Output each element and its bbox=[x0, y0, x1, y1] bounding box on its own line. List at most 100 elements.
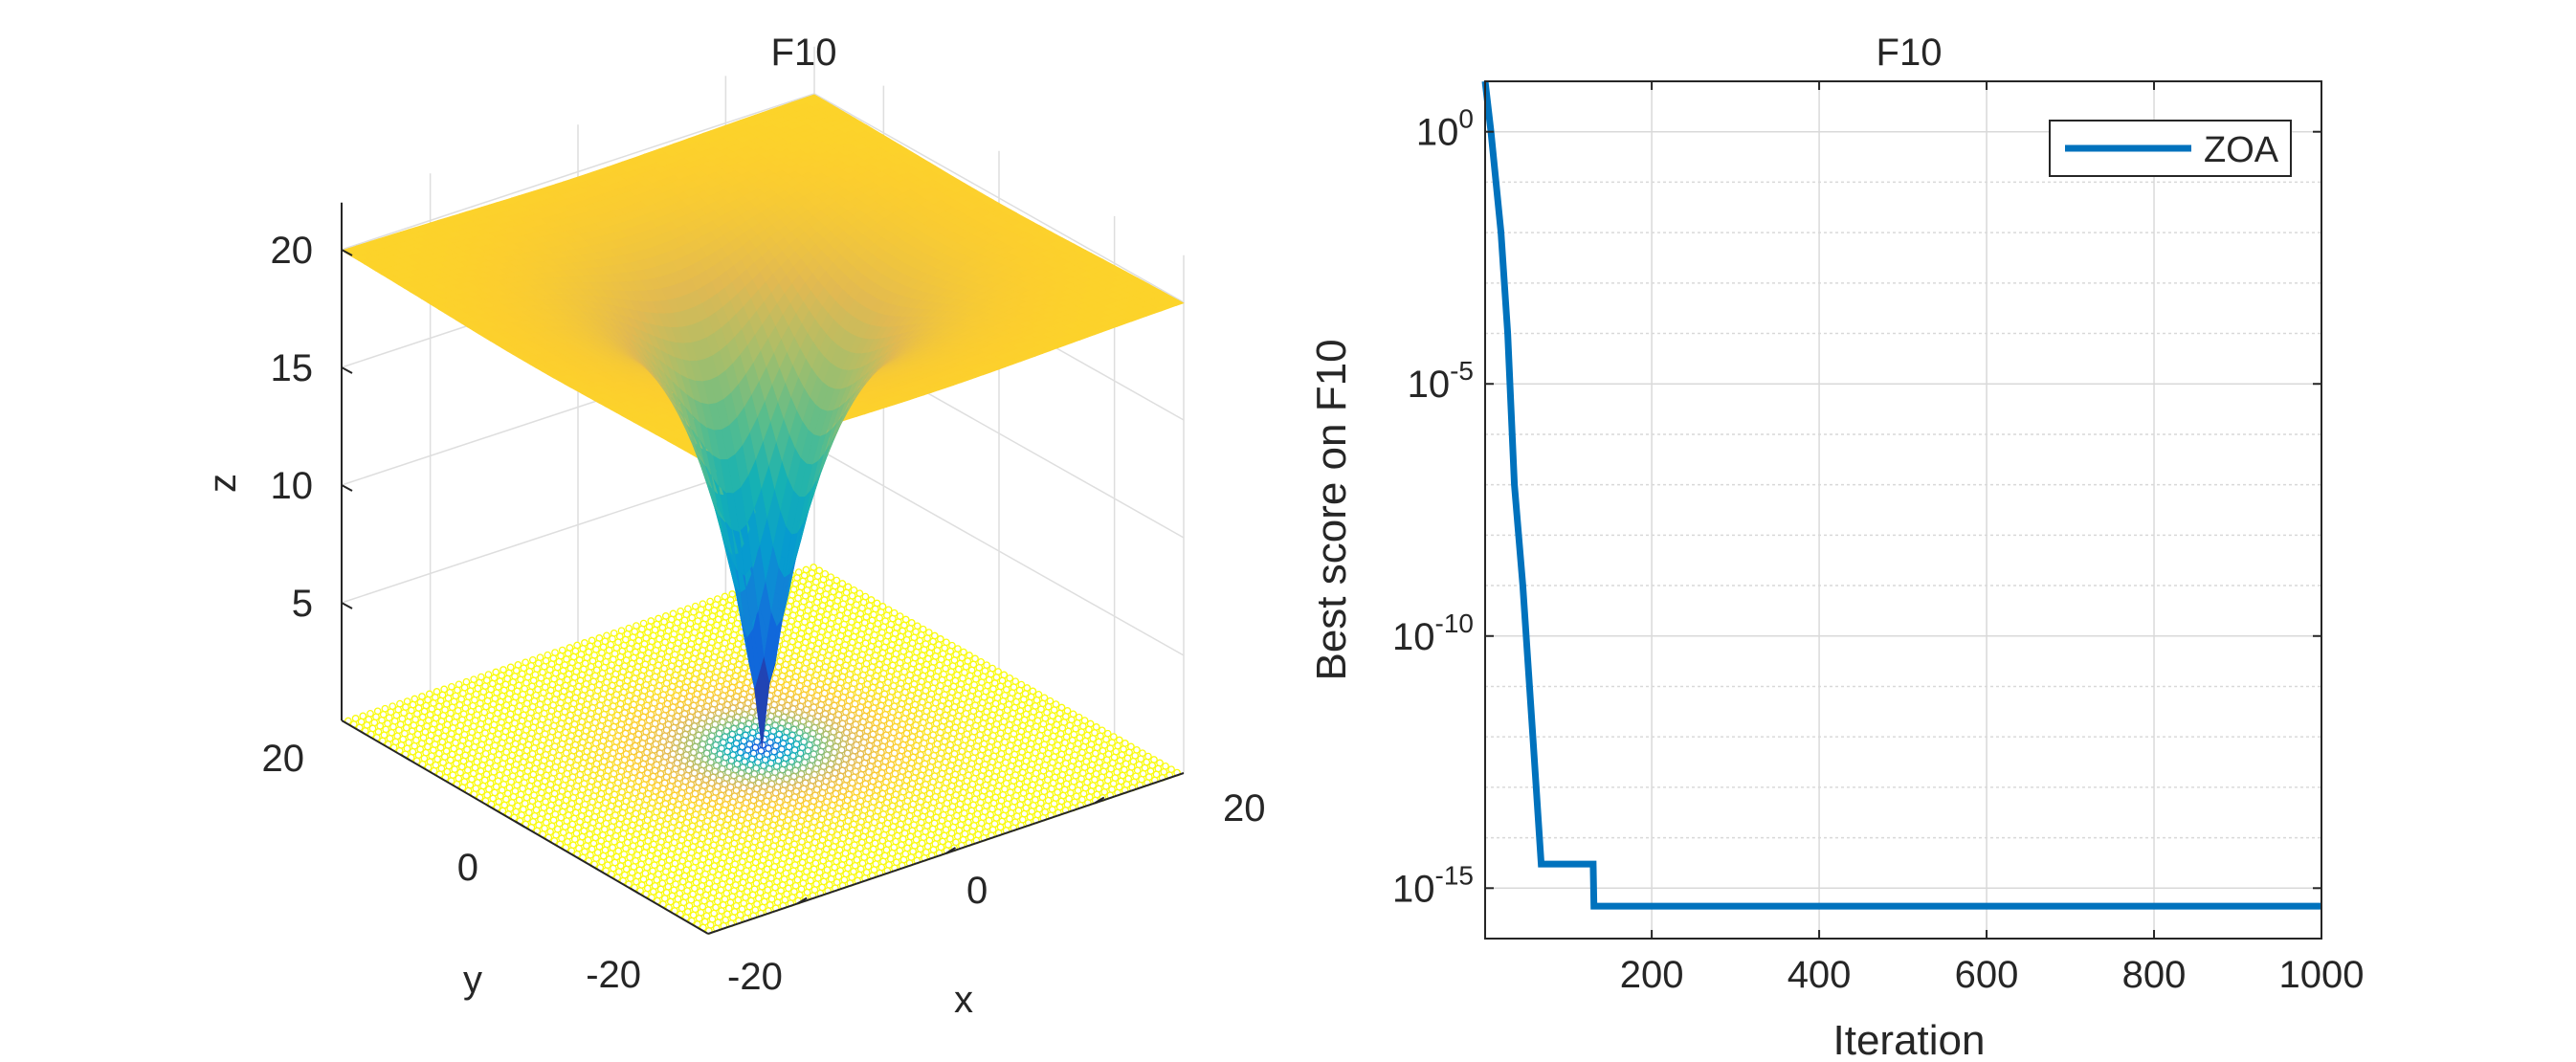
contour-mark bbox=[764, 886, 772, 895]
contour-mark bbox=[686, 760, 695, 768]
contour-mark bbox=[677, 721, 685, 729]
contour-mark bbox=[721, 827, 729, 835]
contour-mark bbox=[574, 824, 583, 831]
contour-mark bbox=[892, 790, 900, 799]
contour-mark bbox=[707, 874, 715, 882]
contour-mark bbox=[686, 854, 694, 863]
contour-mark bbox=[648, 778, 655, 786]
contour-mark bbox=[528, 797, 537, 806]
contour-mark bbox=[833, 857, 840, 866]
contour-mark bbox=[866, 763, 875, 770]
contour-mark bbox=[856, 750, 865, 758]
contour-mark bbox=[615, 868, 623, 875]
contour-mark bbox=[704, 858, 713, 867]
contour-mark bbox=[747, 782, 755, 789]
contour-mark bbox=[1093, 790, 1101, 799]
contour-mark bbox=[830, 795, 838, 804]
contour-mark bbox=[976, 778, 984, 785]
contour-mark bbox=[1030, 754, 1038, 763]
contour-mark bbox=[736, 890, 744, 898]
contour-mark bbox=[475, 773, 483, 781]
contour-mark bbox=[558, 740, 566, 748]
contour-mark bbox=[414, 704, 423, 712]
contour-mark bbox=[979, 719, 988, 727]
contour-mark bbox=[729, 819, 738, 827]
contour-mark bbox=[719, 764, 726, 773]
contour-mark bbox=[888, 849, 897, 857]
contour-mark bbox=[577, 812, 586, 820]
contour-mark bbox=[643, 748, 651, 757]
contour-mark bbox=[849, 800, 857, 808]
contour-mark bbox=[552, 830, 560, 839]
contour-mark bbox=[622, 865, 631, 874]
contour-mark bbox=[545, 760, 554, 768]
contour-mark bbox=[972, 721, 980, 730]
contour-mark bbox=[703, 770, 712, 778]
contour-mark bbox=[600, 825, 609, 833]
contour-mark bbox=[1064, 774, 1073, 783]
contour-mark bbox=[662, 773, 671, 782]
contour-mark bbox=[751, 790, 760, 799]
contour-mark bbox=[501, 680, 510, 689]
contour-mark bbox=[629, 821, 636, 830]
contour-mark bbox=[693, 852, 701, 860]
contour-mark bbox=[620, 803, 629, 811]
contour-mark bbox=[756, 888, 765, 896]
contour-mark bbox=[677, 794, 684, 803]
contour-mark bbox=[987, 810, 995, 819]
contour-mark bbox=[751, 906, 760, 914]
contour-mark bbox=[697, 793, 705, 801]
contour-mark bbox=[452, 739, 459, 747]
contour-mark bbox=[771, 883, 779, 892]
contour-mark bbox=[791, 766, 800, 775]
contour-mark bbox=[654, 687, 662, 696]
contour-mark bbox=[504, 696, 512, 703]
contour-mark bbox=[679, 898, 688, 907]
contour-mark bbox=[969, 801, 978, 809]
contour-mark bbox=[882, 684, 890, 693]
contour-mark bbox=[720, 739, 727, 746]
contour-mark bbox=[700, 734, 708, 742]
contour-mark bbox=[544, 739, 553, 747]
contour-mark bbox=[814, 874, 822, 882]
contour-mark bbox=[929, 846, 938, 853]
contour-mark bbox=[643, 884, 652, 893]
contour-mark bbox=[665, 856, 674, 864]
contour-mark bbox=[692, 857, 700, 866]
contour-mark bbox=[582, 821, 589, 830]
contour-mark bbox=[700, 918, 709, 926]
contour-mark bbox=[844, 769, 853, 778]
contour-mark bbox=[396, 699, 404, 708]
contour-mark bbox=[575, 797, 584, 806]
contour-mark bbox=[784, 769, 792, 777]
contour-mark bbox=[578, 785, 587, 794]
contour-mark bbox=[515, 796, 523, 805]
contour-mark bbox=[622, 844, 630, 852]
contour-mark bbox=[585, 809, 593, 818]
contour-mark bbox=[1074, 786, 1082, 795]
contour-mark bbox=[877, 816, 886, 824]
contour-mark bbox=[781, 781, 789, 788]
contour-mark bbox=[640, 781, 649, 788]
contour-mark bbox=[775, 730, 784, 739]
contour-mark bbox=[666, 897, 675, 906]
contour-mark bbox=[751, 858, 760, 867]
contour-mark bbox=[630, 863, 638, 871]
contour-mark bbox=[746, 761, 755, 769]
contour-mark bbox=[838, 813, 847, 822]
contour-mark bbox=[955, 827, 964, 834]
contour-mark bbox=[830, 775, 837, 783]
contour-mark bbox=[811, 697, 820, 705]
contour-mark bbox=[750, 864, 758, 873]
contour-mark bbox=[1100, 787, 1109, 796]
contour-mark bbox=[594, 822, 603, 830]
contour-mark bbox=[713, 897, 722, 906]
contour-mark bbox=[582, 842, 590, 850]
contour-mark bbox=[623, 818, 631, 826]
contour-mark bbox=[592, 854, 600, 863]
contour-mark bbox=[526, 782, 534, 790]
contour-mark bbox=[756, 868, 764, 875]
contour-mark bbox=[616, 862, 625, 870]
contour-mark bbox=[664, 882, 673, 891]
